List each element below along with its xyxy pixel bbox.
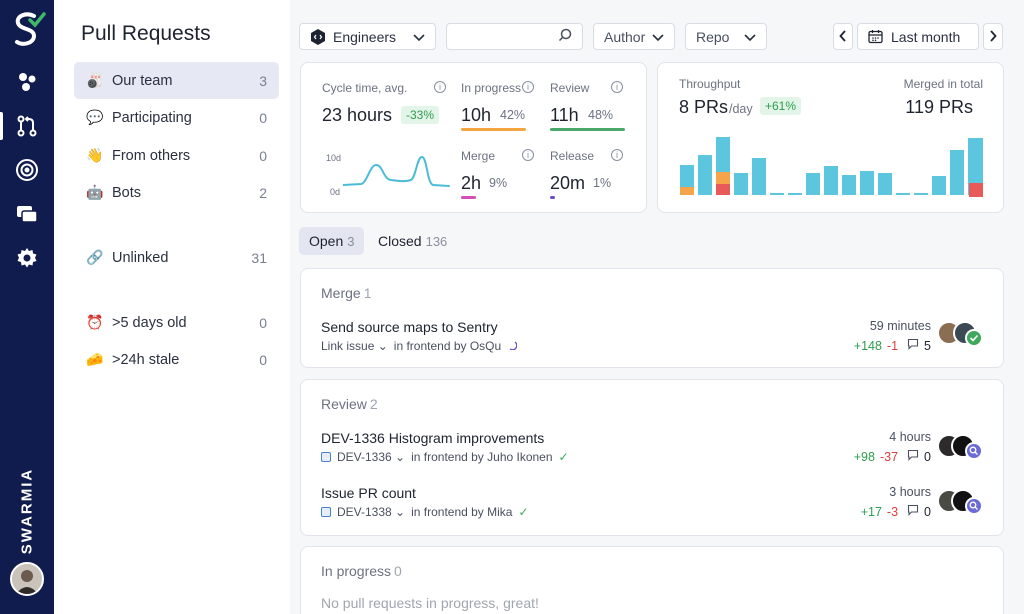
- empty-message: No pull requests in progress, great!: [321, 595, 539, 611]
- chevron-down-icon: [744, 29, 756, 45]
- pr-stats: +98 -37 0: [853, 449, 931, 464]
- throughput-last-bar: [969, 138, 983, 197]
- main-content: Engineers Author Repo Last month Cycle t…: [290, 0, 1024, 614]
- link-emoji-icon: 🔗: [86, 249, 104, 265]
- sidebar-item-stale[interactable]: 🧀 >24h stale 0: [86, 351, 267, 368]
- throughput-chart: [680, 137, 982, 195]
- in-progress-bar: [461, 128, 526, 131]
- cheese-emoji-icon: 🧀: [86, 351, 104, 367]
- info-icon[interactable]: i: [434, 81, 446, 93]
- period-select[interactable]: Last month: [857, 23, 979, 50]
- speech-bubble-emoji-icon: 💬: [86, 109, 104, 125]
- focus-icon[interactable]: [0, 150, 54, 190]
- section-title: Merge 1: [321, 285, 372, 301]
- author-select[interactable]: Author: [593, 23, 675, 50]
- release-bar: [550, 196, 555, 199]
- change-badge: -33%: [401, 106, 440, 124]
- issue-link[interactable]: DEV-1338 ⌄: [337, 505, 406, 519]
- work-log-icon[interactable]: [0, 194, 54, 234]
- comment-icon: [907, 338, 919, 353]
- pr-meta: Link issue ⌄ in frontend by OsQu: [321, 339, 518, 353]
- bowling-emoji-icon: 🎳: [86, 72, 104, 88]
- search-input[interactable]: [457, 29, 557, 44]
- merge-section: Merge 1 Send source maps to Sentry Link i…: [300, 268, 1004, 368]
- search-field[interactable]: [446, 23, 583, 50]
- pr-title[interactable]: DEV-1336 Histogram improvements: [321, 430, 545, 446]
- previous-period-button[interactable]: [833, 23, 853, 50]
- jira-issue-icon: [321, 452, 331, 462]
- tab-open[interactable]: Open 3: [299, 227, 365, 255]
- loading-spinner-icon: [507, 339, 518, 353]
- calendar-icon: [868, 29, 883, 44]
- pr-title[interactable]: Issue PR count: [321, 485, 416, 501]
- comment-icon: [907, 504, 919, 519]
- repo-select[interactable]: Repo: [685, 23, 767, 50]
- info-icon[interactable]: i: [522, 149, 534, 161]
- sidebar-item-old[interactable]: ⏰ >5 days old 0: [86, 314, 267, 331]
- approved-check-icon: [965, 329, 983, 347]
- chevron-right-icon: [989, 29, 997, 45]
- check-icon: ✓: [558, 450, 569, 464]
- sidebar-item-unlinked[interactable]: 🔗 Unlinked 31: [86, 249, 267, 266]
- search-icon: [558, 28, 572, 45]
- section-title: Review 2: [321, 396, 378, 412]
- change-badge: +61%: [760, 97, 802, 115]
- chevron-left-icon: [839, 29, 847, 45]
- logo-icon[interactable]: [10, 10, 46, 50]
- pr-stats: +17 -3 0: [860, 504, 931, 519]
- pr-stats: +148 -1 5: [853, 338, 931, 353]
- brand-wordmark: SWARMIA: [18, 467, 36, 555]
- review-bar: [550, 128, 625, 131]
- sidebar-item-participating[interactable]: 💬 Participating 0: [86, 109, 267, 126]
- pull-requests-icon[interactable]: [0, 106, 54, 146]
- reviewers[interactable]: [937, 321, 987, 347]
- review-requested-icon: [965, 497, 983, 515]
- tab-closed[interactable]: Closed 136: [378, 233, 448, 249]
- overview-icon[interactable]: [0, 62, 54, 102]
- waving-hand-emoji-icon: 👋: [86, 147, 104, 163]
- review-requested-icon: [965, 442, 983, 460]
- pr-meta: DEV-1338 ⌄ in frontend by Mika ✓: [321, 505, 529, 519]
- avatar[interactable]: [10, 562, 44, 596]
- left-rail: SWARMIA: [0, 0, 54, 614]
- chevron-down-icon: [413, 29, 425, 45]
- info-icon[interactable]: i: [522, 81, 534, 93]
- merge-bar: [461, 196, 476, 199]
- check-icon: ✓: [518, 505, 529, 519]
- code-hex-icon: [310, 28, 326, 45]
- cycle-time-sparkline: [343, 155, 450, 187]
- sidebar-item-our-team[interactable]: 🎳 Our team 3: [74, 62, 279, 99]
- chevron-down-icon: ⌄: [377, 339, 388, 353]
- pr-title[interactable]: Send source maps to Sentry: [321, 319, 498, 335]
- sidebar-item-from-others[interactable]: 👋 From others 0: [86, 147, 267, 164]
- pr-meta: DEV-1336 ⌄ in frontend by Juho Ikonen ✓: [321, 450, 569, 464]
- settings-icon[interactable]: [0, 238, 54, 278]
- jira-issue-icon: [321, 507, 331, 517]
- sidebar: Pull Requests 🎳 Our team 3 💬 Participati…: [54, 0, 290, 614]
- chevron-down-icon: [652, 29, 664, 45]
- section-title: In progress 0: [321, 563, 402, 579]
- info-icon[interactable]: i: [611, 81, 623, 93]
- in-progress-section: In progress 0 No pull requests in progres…: [300, 546, 1004, 614]
- robot-emoji-icon: 🤖: [86, 184, 104, 200]
- info-icon[interactable]: i: [611, 149, 623, 161]
- alarm-clock-emoji-icon: ⏰: [86, 314, 104, 330]
- throughput-card[interactable]: Throughput 8 PRs /day +61% Merged in tot…: [657, 62, 1004, 213]
- cycle-time-card[interactable]: Cycle time, avg. i 23 hours -33% 10d 0d …: [300, 62, 647, 213]
- issue-link[interactable]: DEV-1336 ⌄: [337, 450, 406, 464]
- page-title: Pull Requests: [81, 22, 211, 45]
- team-select[interactable]: Engineers: [299, 23, 436, 50]
- reviewers[interactable]: [937, 489, 987, 515]
- next-period-button[interactable]: [983, 23, 1003, 50]
- review-section: Review 2 DEV-1336 Histogram improvements …: [300, 379, 1004, 536]
- reviewers[interactable]: [937, 434, 987, 460]
- sidebar-item-bots[interactable]: 🤖 Bots 2: [86, 184, 267, 201]
- comment-icon: [907, 449, 919, 464]
- link-issue-button[interactable]: Link issue ⌄: [321, 339, 388, 353]
